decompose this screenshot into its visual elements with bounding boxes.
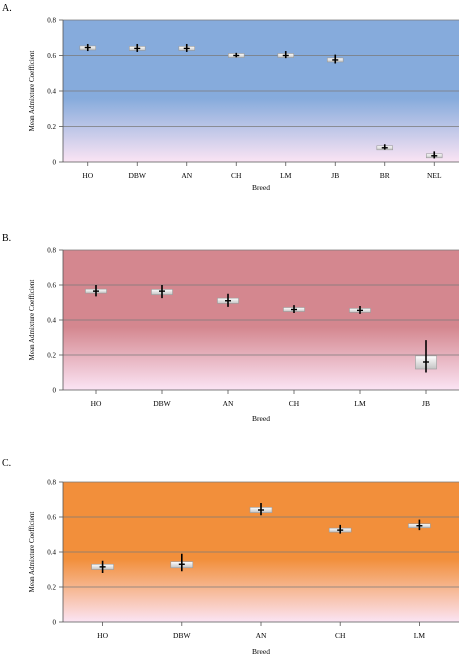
box-jb bbox=[327, 54, 344, 64]
y-tick-label: 0.8 bbox=[47, 247, 56, 255]
box-lm bbox=[349, 306, 371, 314]
x-tick-label: CH bbox=[335, 631, 346, 640]
x-tick-label: JB bbox=[331, 171, 339, 180]
box-dbw bbox=[151, 285, 173, 299]
panel-label: C. bbox=[2, 458, 11, 469]
box-ho bbox=[79, 43, 96, 52]
chart-panel: 0 0.2 0.4 0.6 0.8 HO DBW AN CH LM JB B. Breed Mean Ad… bbox=[2, 233, 459, 423]
box-ho bbox=[85, 285, 107, 297]
x-tick-label: AN bbox=[223, 399, 234, 408]
y-tick-label: 0.8 bbox=[47, 17, 56, 25]
y-tick-label: 0.6 bbox=[47, 52, 56, 60]
y-tick-label: 0 bbox=[53, 159, 57, 167]
y-tick-label: 0.2 bbox=[47, 123, 56, 131]
box-lm bbox=[408, 519, 431, 531]
y-tick-label: 0.4 bbox=[47, 88, 56, 96]
x-axis-label: Breed bbox=[252, 414, 270, 423]
chart-panel: 0 0.2 0.4 0.6 0.8 HO DBW AN CH LM JB BR NEL A. Breed Me… bbox=[2, 3, 459, 192]
y-tick-label: 0.8 bbox=[47, 479, 56, 487]
box-dbw bbox=[170, 553, 194, 572]
box-an bbox=[249, 503, 273, 516]
x-tick-label: CH bbox=[289, 399, 300, 408]
box-jb bbox=[415, 340, 437, 373]
y-tick-label: 0.2 bbox=[47, 352, 56, 360]
panel-label: B. bbox=[2, 233, 11, 244]
x-tick-label: AN bbox=[256, 631, 267, 640]
box-ch bbox=[283, 305, 305, 313]
box-an bbox=[178, 43, 195, 52]
x-tick-label: AN bbox=[181, 171, 192, 180]
x-axis-label: Breed bbox=[252, 183, 270, 192]
x-tick-label: NEL bbox=[427, 171, 442, 180]
x-tick-label: BR bbox=[380, 171, 390, 180]
y-axis-label: Mean Admixture Coefficient bbox=[28, 512, 36, 593]
y-axis-label: Mean Admixture Coefficient bbox=[28, 280, 36, 361]
x-tick-label: LM bbox=[280, 171, 292, 180]
panel-label: A. bbox=[2, 3, 12, 14]
box-an bbox=[217, 293, 239, 307]
y-tick-label: 0.4 bbox=[47, 549, 56, 557]
y-tick-label: 0.2 bbox=[47, 584, 56, 592]
box-lm bbox=[277, 51, 294, 59]
x-tick-label: LM bbox=[414, 631, 426, 640]
box-ch bbox=[328, 524, 352, 534]
box-ho bbox=[91, 560, 114, 573]
x-tick-label: JB bbox=[422, 399, 430, 408]
x-tick-label: CH bbox=[231, 171, 242, 180]
x-axis-label: Breed bbox=[252, 647, 270, 656]
x-tick-label: HO bbox=[82, 171, 93, 180]
x-tick-label: DBW bbox=[153, 399, 171, 408]
y-tick-label: 0.4 bbox=[47, 317, 56, 325]
chart-panel: 0 0.2 0.4 0.6 0.8 HO DBW AN CH LM C. Breed Mean Admi… bbox=[2, 458, 459, 656]
y-tick-label: 0 bbox=[53, 619, 57, 627]
x-tick-label: HO bbox=[91, 399, 102, 408]
box-dbw bbox=[129, 43, 146, 52]
x-tick-label: HO bbox=[97, 631, 108, 640]
y-tick-label: 0.6 bbox=[47, 282, 56, 290]
x-tick-label: DBW bbox=[129, 171, 147, 180]
box-br bbox=[376, 144, 393, 151]
x-tick-label: LM bbox=[354, 399, 366, 408]
y-axis-label: Mean Admixture Coefficient bbox=[28, 51, 36, 132]
x-tick-label: DBW bbox=[173, 631, 191, 640]
y-tick-label: 0.6 bbox=[47, 514, 56, 522]
box-ch bbox=[228, 52, 245, 58]
box-nel bbox=[426, 151, 443, 159]
y-tick-label: 0 bbox=[53, 387, 57, 395]
